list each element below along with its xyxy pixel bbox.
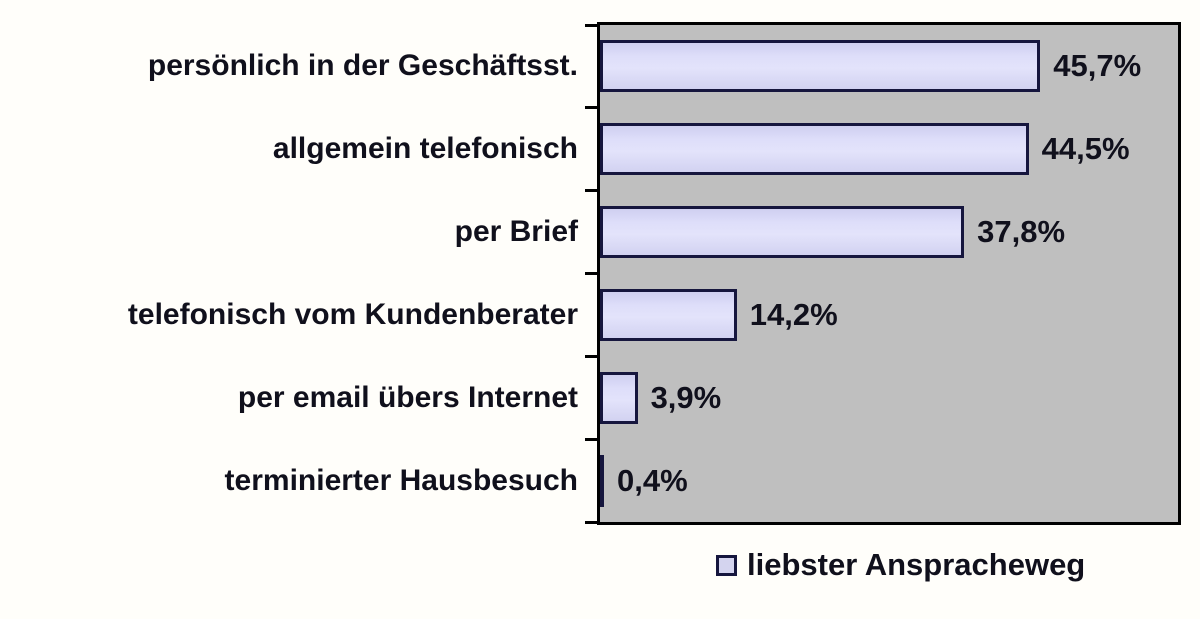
bar-value-label: 3,9% — [650, 379, 722, 415]
category-label: per Brief — [454, 215, 578, 249]
bar-value-label: 45,7% — [1053, 48, 1142, 84]
category-label: per email übers Internet — [237, 380, 578, 414]
category-label: telefonisch vom Kundenberater — [127, 297, 578, 331]
plot-area: 45,7% 44,5% 37,8% 14,2% 3,9% 0,4% — [597, 22, 1181, 525]
bar-row: 45,7% — [600, 25, 1178, 108]
bar-row: 37,8% — [600, 191, 1178, 274]
category-axis-labels: persönlich in der Geschäftsst. allgemein … — [0, 25, 588, 522]
axis-tick — [585, 106, 599, 110]
axis-tick — [585, 437, 599, 441]
bar-value-label: 44,5% — [1041, 131, 1130, 167]
legend-swatch-icon — [716, 554, 737, 576]
axis-tick — [585, 189, 599, 193]
bar-value-label: 14,2% — [749, 296, 838, 332]
axis-tick — [585, 520, 599, 524]
axis-tick — [585, 23, 599, 27]
bar — [600, 40, 1041, 93]
bar-value-label: 37,8% — [977, 214, 1066, 250]
bar-row: 3,9% — [600, 356, 1178, 439]
bar — [600, 123, 1029, 176]
category-label: persönlich in der Geschäftsst. — [147, 49, 578, 83]
axis-tick — [585, 272, 599, 275]
category-label: terminierter Hausbesuch — [224, 463, 578, 497]
bar-value-label: 0,4% — [617, 462, 688, 498]
bar — [600, 454, 604, 507]
category-label: allgemein telefonisch — [272, 132, 578, 166]
legend-label: liebster Anspracheweg — [747, 547, 1086, 582]
axis-tick — [585, 354, 599, 358]
legend: liebster Anspracheweg — [716, 547, 1085, 583]
bar-row: 14,2% — [600, 274, 1178, 357]
bar — [600, 371, 638, 424]
bar-row: 44,5% — [600, 108, 1178, 191]
bar — [600, 288, 737, 341]
bar-row: 0,4% — [600, 439, 1178, 522]
bar — [600, 206, 965, 259]
